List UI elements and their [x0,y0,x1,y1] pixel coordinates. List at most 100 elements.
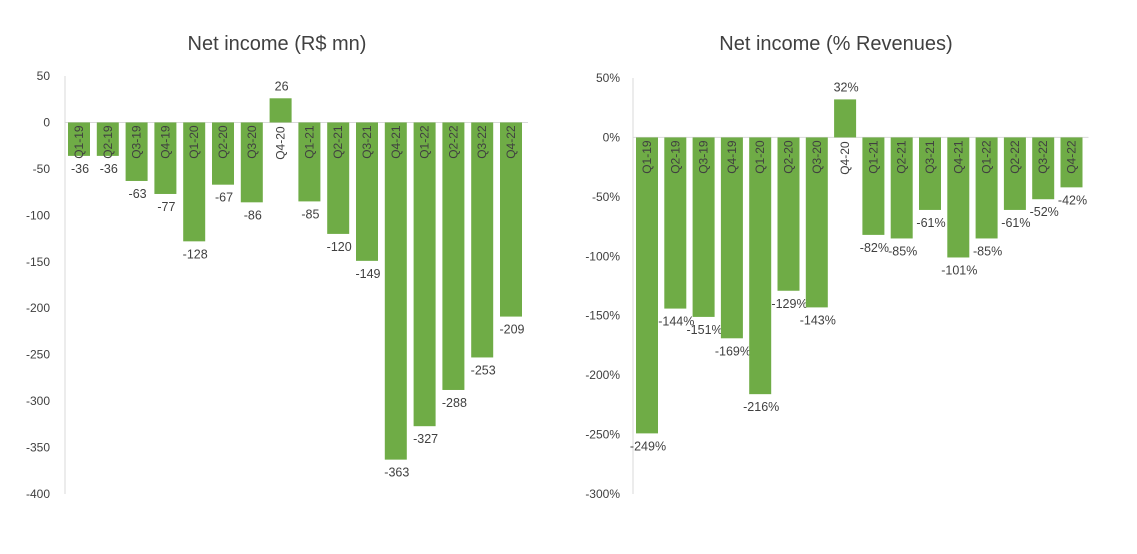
category-label: Q3-19 [697,140,711,174]
bar [777,137,800,291]
value-label: -36 [71,162,89,176]
category-label: Q2-19 [101,125,115,159]
y-tick-label: 50 [37,69,51,83]
bar [68,122,90,156]
bar [805,137,828,308]
value-label: -67 [215,191,233,205]
bar [975,137,998,239]
bar [384,122,407,460]
bar [1003,137,1026,210]
value-label: -77 [157,200,175,214]
bar [212,122,234,185]
bar [636,137,658,434]
bar [947,137,970,258]
y-tick-label: 50% [596,71,620,85]
y-tick-label: -400 [26,487,50,501]
value-label: -288 [442,396,467,410]
category-label: Q3-20 [245,125,259,159]
net-income-rs-chart: Net income (R$ mn) 50 0 -50 -100 -150 -200 -25… [26,33,528,501]
category-label: Q2-22 [446,125,460,159]
y-tick-label: -150% [585,309,620,323]
bar [413,122,436,427]
category-label: Q2-21 [331,125,345,159]
bar [240,122,263,203]
category-label: Q4-19 [158,125,172,159]
y-tick-label: -250% [585,428,620,442]
bar [471,122,494,358]
category-label: Q1-20 [187,125,201,159]
value-label: -143% [800,313,836,327]
value-label: -101% [941,263,977,277]
value-label: -151% [687,323,723,337]
category-label: Q2-21 [895,140,909,174]
chart-title: Net income (R$ mn) [188,33,367,55]
y-tick-label: -200% [585,368,620,382]
y-tick-label: -150 [26,255,50,269]
bar [356,122,378,261]
value-label: -86 [244,208,262,222]
category-label: Q3-21 [923,140,937,174]
category-label: Q3-22 [475,125,489,159]
category-label: Q2-22 [1008,140,1022,174]
value-label: -216% [743,400,779,414]
bar [327,122,350,234]
bar [1032,137,1055,200]
value-label: -327 [413,432,438,446]
category-label: Q4-21 [951,140,965,174]
y-tick-label: -100% [585,249,620,263]
value-label: -63 [129,187,147,201]
y-tick-label: -300 [26,394,50,408]
value-label: -42% [1058,193,1087,207]
category-label: Q4-20 [274,126,288,160]
category-label: Q1-22 [418,125,432,159]
y-tick-label: -300% [585,487,620,501]
bar [890,137,913,239]
category-label: Q4-21 [389,125,403,159]
category-label: Q3-20 [810,140,824,174]
category-label: Q1-21 [302,125,316,159]
category-label: Q2-20 [216,125,230,159]
value-label: -36 [100,162,118,176]
value-label: -128 [183,247,208,261]
y-tick-label: -50 [33,162,51,176]
bar [720,137,743,339]
category-label: Q4-19 [725,140,739,174]
bar [919,137,941,210]
value-label: -61% [1001,216,1030,230]
bar [834,99,857,138]
value-label: -363 [384,466,409,480]
bar [749,137,772,395]
category-label: Q1-21 [866,140,880,174]
bar [154,122,177,194]
value-label: 32% [834,80,859,94]
value-label: -144% [658,315,694,329]
value-label: 26 [275,79,289,93]
category-label: Q3-19 [130,125,144,159]
bar [664,137,687,309]
bar [442,122,465,390]
y-tick-label: -200 [26,301,50,315]
y-tick-label: 0% [603,130,621,144]
net-income-pct-chart: Net income (% Revenues) 50% 0% -50% -100% -1… [585,33,1089,501]
y-tick-label: -50% [592,190,620,204]
category-label: Q4-22 [504,125,518,159]
y-tick-label: 0 [43,115,50,129]
category-label: Q4-20 [838,141,852,175]
bar [125,122,148,181]
value-label: -82% [860,241,889,255]
value-label: -85% [973,244,1002,258]
value-label: -249% [630,439,666,453]
value-label: -120 [327,240,352,254]
y-tick-label: -250 [26,348,50,362]
category-label: Q1-19 [640,140,654,174]
chart-title: Net income (% Revenues) [719,33,952,55]
value-label: -85% [888,244,917,258]
value-label: -209 [499,323,524,337]
category-label: Q3-22 [1036,140,1050,174]
y-tick-label: -350 [26,441,50,455]
category-label: Q1-19 [72,125,86,159]
bar [298,122,321,202]
bar [269,98,292,123]
y-tick-label: -100 [26,208,50,222]
